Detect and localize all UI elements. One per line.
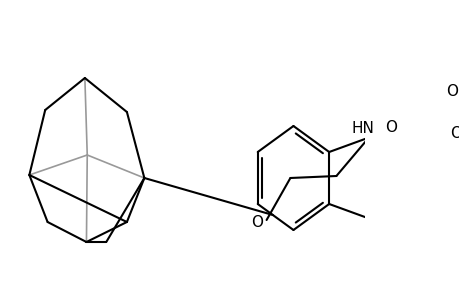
- Text: O: O: [449, 125, 459, 140]
- Text: O: O: [445, 83, 457, 98]
- Text: O: O: [251, 214, 263, 230]
- Text: HN: HN: [351, 121, 374, 136]
- Text: O: O: [384, 121, 396, 136]
